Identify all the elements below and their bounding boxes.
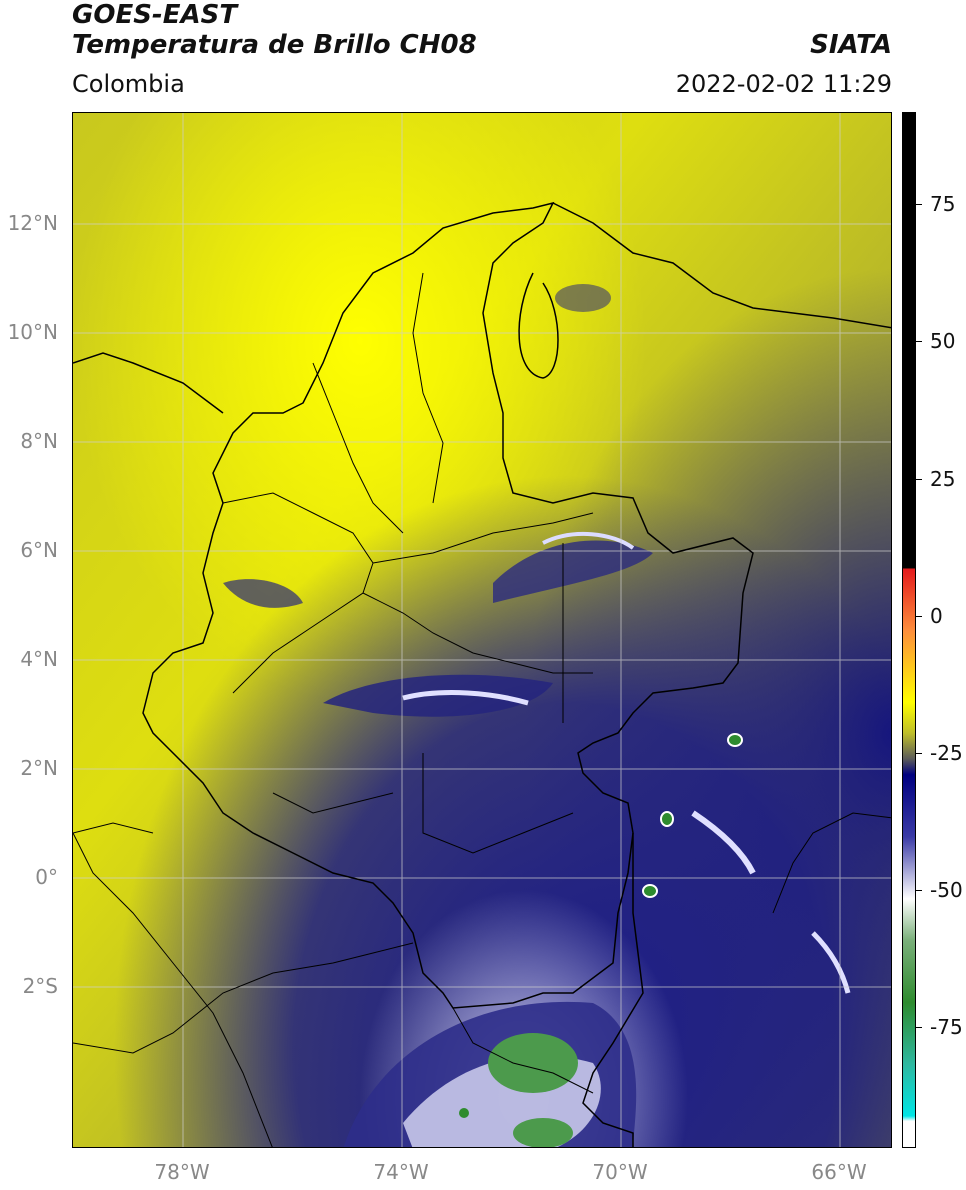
lon-label-66w: 66°W <box>811 1160 867 1184</box>
colorbar-tick <box>916 890 922 891</box>
region-label: Colombia <box>72 70 185 98</box>
lat-label-6n: 6°N <box>20 538 58 562</box>
colorbar-tick <box>916 1027 922 1028</box>
satellite-title: GOES-EAST <box>72 0 238 30</box>
colorbar-label-75: 75 <box>930 192 956 216</box>
colorbar-label-minus50: -50 <box>930 878 963 902</box>
colorbar-label-minus25: -25 <box>930 741 963 765</box>
colorbar-label-50: 50 <box>930 329 956 353</box>
lon-label-70w: 70°W <box>592 1160 648 1184</box>
lat-label-2s: 2°S <box>22 974 58 998</box>
colorbar-tick <box>916 341 922 342</box>
datetime-label: 2022-02-02 11:29 <box>675 70 892 98</box>
lat-label-2n: 2°N <box>20 756 58 780</box>
colorbar-tick <box>916 616 922 617</box>
colorbar-label-minus75: -75 <box>930 1015 963 1039</box>
lat-label-12n: 12°N <box>7 211 58 235</box>
colorbar-label-0: 0 <box>930 604 943 628</box>
lon-label-74w: 74°W <box>373 1160 429 1184</box>
colorbar-tick <box>916 753 922 754</box>
lat-label-4n: 4°N <box>20 647 58 671</box>
product-title: Temperatura de Brillo CH08 <box>72 30 477 60</box>
lat-label-8n: 8°N <box>20 429 58 453</box>
colorbar-tick <box>916 204 922 205</box>
lat-label-10n: 10°N <box>7 320 58 344</box>
colorbar <box>902 112 916 1148</box>
satellite-map[interactable] <box>72 112 892 1148</box>
brand-label: SIATA <box>810 30 892 60</box>
colorbar-label-25: 25 <box>930 467 956 491</box>
lat-label-0: 0° <box>35 865 58 889</box>
map-image <box>73 113 891 1147</box>
lon-label-78w: 78°W <box>154 1160 210 1184</box>
colorbar-tick <box>916 479 922 480</box>
